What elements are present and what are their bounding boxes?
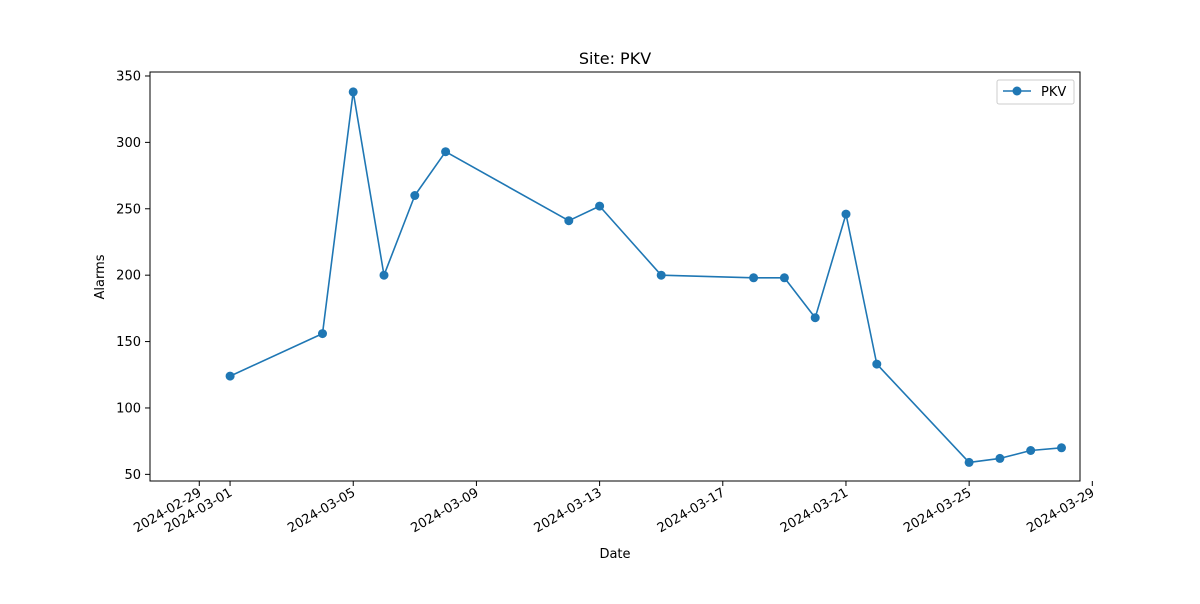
y-axis-label: Alarms xyxy=(93,254,108,299)
data-point xyxy=(441,147,451,157)
plot-area xyxy=(225,87,1066,467)
y-tick-label: 150 xyxy=(116,335,141,350)
y-tick-label: 250 xyxy=(116,202,141,217)
data-point xyxy=(1026,446,1036,455)
data-point xyxy=(841,209,851,219)
y-tick-label: 200 xyxy=(116,269,141,284)
data-point xyxy=(1057,443,1066,453)
data-point xyxy=(964,457,974,467)
data-point xyxy=(379,270,389,280)
y-tick-label: 100 xyxy=(116,401,141,416)
data-point xyxy=(595,201,605,211)
data-point xyxy=(348,87,358,97)
y-tick-label: 300 xyxy=(116,136,141,151)
chart-title: Site: PKV xyxy=(579,49,651,68)
plot-frame xyxy=(149,71,1081,482)
data-point xyxy=(225,371,235,381)
x-axis-label: Date xyxy=(599,547,630,562)
data-point xyxy=(995,453,1005,463)
data-point xyxy=(318,329,327,339)
data-point xyxy=(410,191,420,200)
y-tick-label: 50 xyxy=(124,468,141,483)
data-point xyxy=(779,273,789,283)
legend: PKV xyxy=(996,79,1075,105)
series-line-pkv xyxy=(229,91,1062,464)
data-point xyxy=(872,359,882,369)
data-point xyxy=(749,273,759,283)
data-point xyxy=(810,313,820,323)
legend-label: PKV xyxy=(1041,85,1066,100)
y-tick-label: 350 xyxy=(116,69,141,84)
data-point xyxy=(656,270,666,280)
data-point xyxy=(564,216,574,226)
legend-marker xyxy=(1012,86,1022,96)
legend-frame xyxy=(996,79,1075,105)
